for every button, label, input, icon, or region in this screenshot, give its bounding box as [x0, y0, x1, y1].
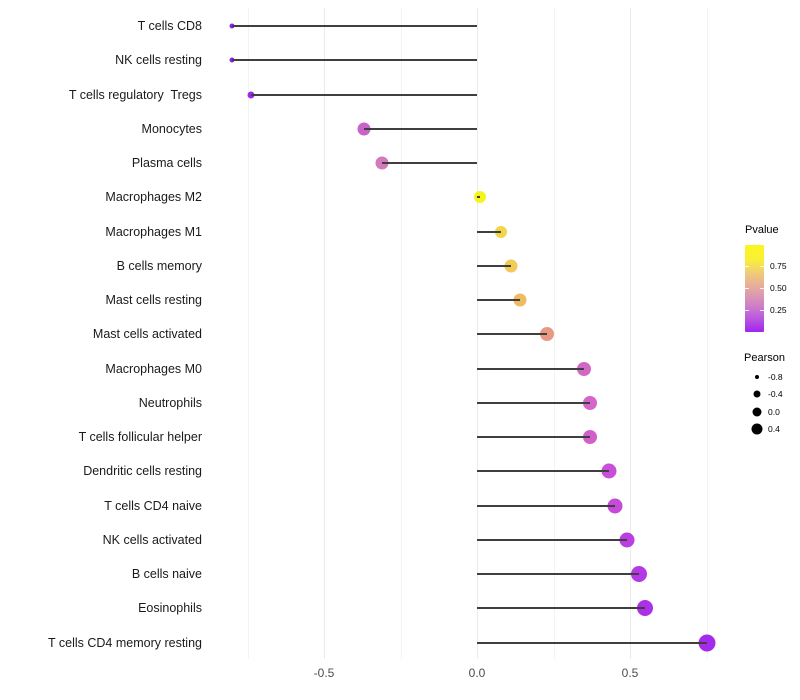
stem-segment — [477, 367, 585, 370]
pvalue-tick-mark — [760, 310, 764, 312]
data-point-dot — [583, 430, 598, 444]
pearson-size-label: 0.0 — [768, 406, 780, 417]
category-label: NK cells resting — [115, 53, 202, 68]
category-label: NK cells activated — [102, 532, 202, 547]
stem-segment — [477, 264, 511, 267]
data-point-dot — [474, 191, 487, 204]
stem-segment — [477, 641, 707, 644]
stem-segment — [477, 299, 520, 301]
gridline-major — [630, 8, 631, 659]
category-label: T cells follicular helper — [78, 430, 202, 444]
stem-segment — [477, 504, 615, 507]
category-label: Neutrophils — [138, 395, 202, 410]
gridline-minor — [247, 8, 249, 659]
stem-segment — [477, 333, 548, 336]
x-axis-tick-label: -0.5 — [313, 666, 335, 680]
stem-segment — [477, 401, 591, 404]
category-label: Eosinophils — [138, 601, 202, 616]
stem-segment — [477, 470, 609, 473]
category-label: Dendritic cells resting — [83, 464, 202, 479]
category-label: T cells CD4 naive — [104, 498, 202, 513]
pvalue-tick-mark — [745, 265, 749, 267]
data-point-dot — [619, 532, 635, 548]
category-label: Mast cells resting — [105, 293, 202, 307]
gridline-major — [324, 8, 325, 659]
category-label: T cells regulatory Tregs — [68, 87, 202, 102]
pvalue-tick-label: 0.75 — [770, 260, 787, 271]
data-point-dot — [631, 566, 648, 582]
pvalue-legend-title: Pvalue — [745, 224, 779, 236]
category-label: B cells naive — [131, 567, 202, 581]
category-label: Macrophages M0 — [105, 361, 202, 376]
data-point-dot — [504, 259, 518, 273]
data-point-dot — [583, 395, 598, 410]
stem-segment — [363, 127, 477, 130]
stem-segment — [477, 607, 646, 610]
stem-segment — [250, 93, 477, 96]
pvalue-tick-mark — [760, 265, 764, 267]
data-point-dot — [577, 361, 592, 376]
pvalue-tick-label: 0.50 — [770, 282, 787, 293]
data-point-dot — [607, 498, 623, 513]
data-point-dot — [495, 225, 508, 238]
pearson-size-dot — [752, 407, 762, 417]
gridline-minor — [706, 8, 708, 659]
pearson-size-label: -0.4 — [768, 389, 783, 400]
stem-segment — [477, 196, 481, 199]
gridline-minor — [400, 8, 402, 659]
stem-segment — [477, 230, 502, 233]
stem-segment — [477, 538, 627, 541]
data-point-dot — [698, 634, 715, 651]
category-label: B cells memory — [116, 258, 202, 273]
pearson-size-label: 0.4 — [768, 424, 780, 435]
stem-segment — [477, 436, 591, 438]
pvalue-tick-mark — [760, 287, 764, 289]
category-label: T cells CD4 memory resting — [48, 635, 202, 650]
stem-segment — [232, 59, 477, 62]
stem-segment — [477, 573, 640, 575]
pearson-size-label: -0.8 — [768, 372, 783, 382]
category-label: T cells CD8 — [137, 19, 202, 33]
category-label: Plasma cells — [131, 156, 202, 170]
category-label: Macrophages M1 — [105, 224, 202, 239]
pearson-legend-title: Pearson — [744, 352, 785, 364]
pvalue-gradient-bar — [745, 245, 764, 332]
category-label: Macrophages M2 — [105, 190, 202, 205]
category-label: Mast cells activated — [92, 327, 202, 342]
stem-segment — [382, 162, 477, 164]
x-axis-tick-label: 0.0 — [468, 666, 486, 680]
pvalue-tick-mark — [745, 310, 749, 312]
pearson-size-dot — [755, 375, 759, 379]
data-point-dot — [513, 293, 527, 307]
data-point-dot — [540, 327, 555, 342]
stem-segment — [232, 25, 477, 27]
data-point-dot — [637, 600, 654, 617]
pvalue-tick-mark — [745, 287, 749, 289]
data-point-dot — [601, 463, 617, 479]
pearson-size-dot — [753, 390, 761, 398]
pearson-size-dot — [751, 423, 763, 435]
pvalue-tick-label: 0.25 — [770, 305, 787, 316]
category-label: Monocytes — [141, 121, 202, 136]
x-axis-tick-label: 0.5 — [621, 666, 639, 680]
